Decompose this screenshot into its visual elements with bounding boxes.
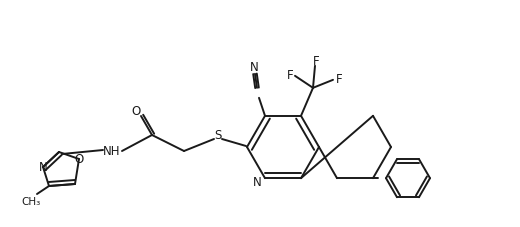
- Text: CH₃: CH₃: [21, 196, 41, 206]
- Text: N: N: [38, 161, 47, 174]
- Text: F: F: [336, 73, 342, 86]
- Text: NH: NH: [103, 145, 121, 158]
- Text: S: S: [214, 129, 222, 142]
- Text: N: N: [250, 61, 258, 74]
- Text: O: O: [74, 153, 84, 166]
- Text: F: F: [287, 69, 293, 82]
- Text: F: F: [313, 55, 319, 68]
- Text: N: N: [253, 175, 262, 188]
- Text: O: O: [132, 105, 140, 118]
